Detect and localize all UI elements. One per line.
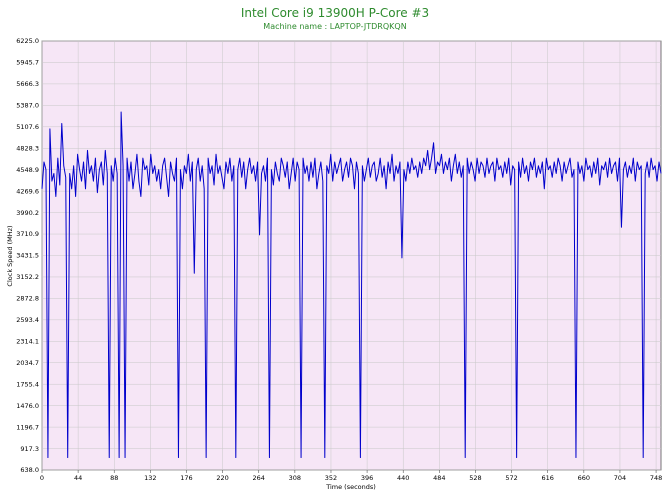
y-tick-label: 3710.9: [16, 230, 39, 238]
y-tick-label: 3990.2: [16, 209, 39, 217]
x-tick-label: 220: [216, 474, 228, 482]
x-tick-label: 396: [361, 474, 373, 482]
x-tick-label: 528: [469, 474, 481, 482]
x-tick-label: 176: [180, 474, 192, 482]
y-axis-label: Clock Speed (MHz): [6, 225, 14, 286]
x-tick-label: 308: [289, 474, 301, 482]
y-tick-label: 2872.8: [16, 295, 39, 303]
y-tick-label: 5387.0: [16, 102, 39, 110]
x-tick-label: 748: [650, 474, 662, 482]
grid-lines: [41, 40, 661, 471]
y-tick-label: 3431.5: [16, 252, 39, 260]
x-tick-label: 484: [433, 474, 445, 482]
chart-subtitle: Machine name : LAPTOP-JTDRQKQN: [263, 22, 407, 31]
y-tick-label: 2034.7: [16, 359, 39, 367]
y-tick-label: 2314.1: [16, 338, 39, 346]
x-tick-label: 440: [397, 474, 409, 482]
y-tick-label: 638.0: [20, 466, 39, 474]
y-tick-label: 1476.0: [16, 402, 39, 410]
x-axis-ticks: 0 44 88 132 176 220 264 308 352 396 440 484 528 572 61…: [40, 470, 662, 482]
y-tick-label: 3152.2: [16, 273, 39, 281]
y-tick-label: 2593.4: [16, 316, 39, 324]
y-tick-label: 4828.3: [16, 144, 39, 152]
y-tick-label: 5107.6: [16, 123, 39, 131]
x-tick-label: 264: [253, 474, 265, 482]
x-tick-label: 132: [144, 474, 156, 482]
x-tick-label: 704: [614, 474, 626, 482]
x-tick-label: 0: [40, 474, 44, 482]
y-tick-label: 4548.9: [16, 166, 39, 174]
y-tick-label: 917.3: [20, 445, 39, 453]
x-tick-label: 572: [505, 474, 517, 482]
y-axis-ticks: 6225.0 5945.7 5666.3 5387.0 5107.6 4828.3 4548…: [16, 37, 39, 474]
y-tick-label: 4269.6: [16, 187, 39, 195]
chart-title: Intel Core i9 13900H P-Core #3: [240, 6, 430, 20]
y-tick-label: 6225.0: [16, 37, 39, 45]
x-tick-label: 660: [578, 474, 590, 482]
x-tick-label: 88: [110, 474, 118, 482]
series-layer: [41, 111, 662, 459]
x-axis-label: Time (seconds): [325, 483, 376, 491]
x-tick-label: 616: [541, 474, 553, 482]
x-tick-label: 44: [74, 474, 82, 482]
y-tick-label: 5945.7: [16, 59, 39, 67]
series-line: [41, 111, 662, 459]
y-tick-label: 5666.3: [16, 80, 39, 88]
y-tick-label: 1755.4: [16, 380, 39, 388]
x-tick-label: 352: [325, 474, 337, 482]
y-tick-label: 1196.7: [16, 423, 39, 431]
